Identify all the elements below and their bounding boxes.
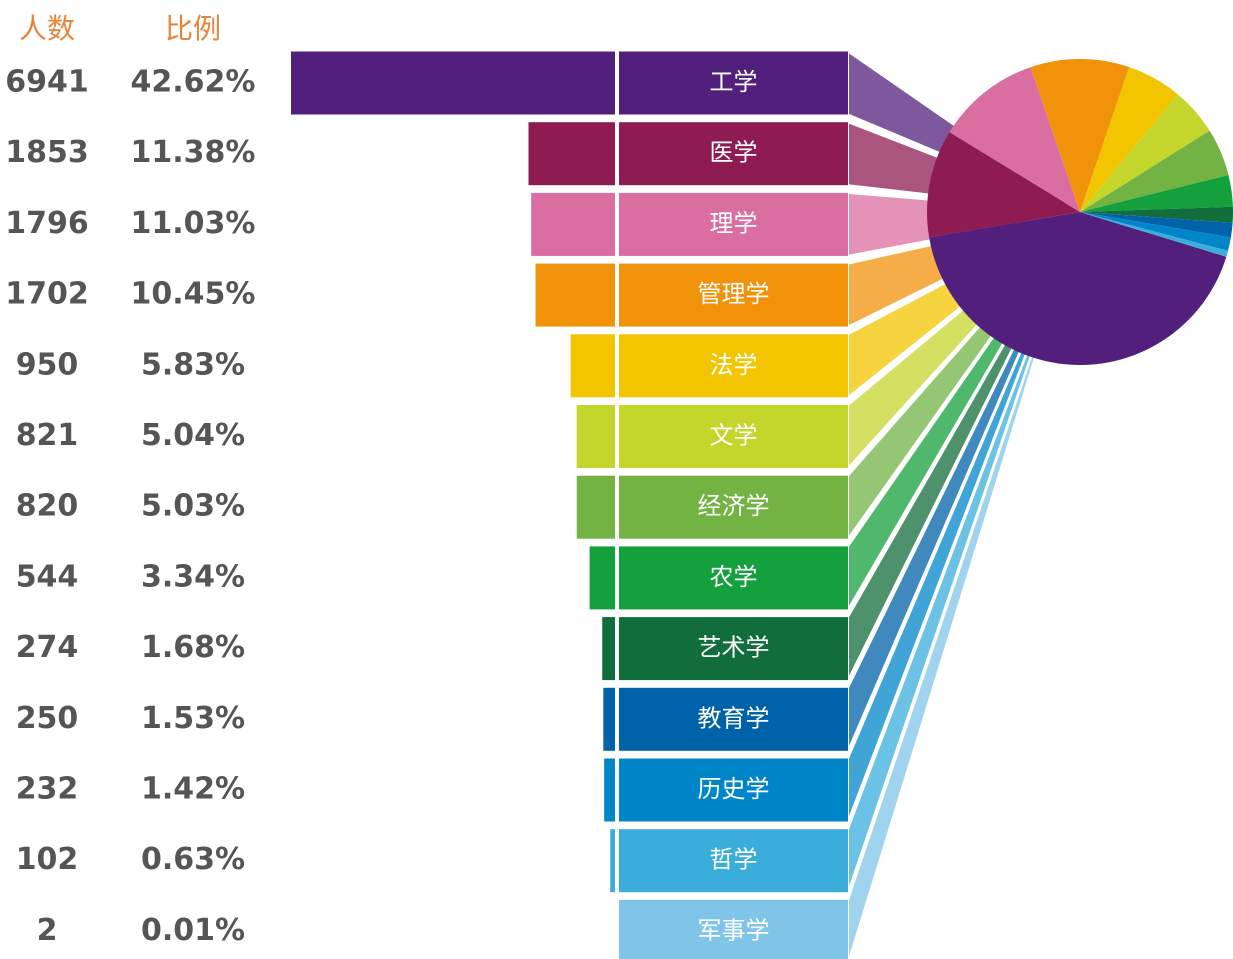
pie-slice [1080,206,1233,223]
category-box [619,192,848,256]
category-box [619,122,848,186]
category-box [619,334,848,398]
category-box [619,758,848,822]
percent-label: 5.04% [141,418,245,453]
category-box [619,475,848,539]
count-label: 1796 [5,206,89,241]
percent-label: 42.62% [131,65,256,100]
pie-slice [926,132,1080,238]
count-label: 544 [16,559,79,594]
count-label: 821 [16,418,79,453]
category-label: 艺术学 [698,634,770,662]
category-box [619,546,848,610]
pie [926,58,1233,365]
pie-slice [929,212,1227,365]
bar [576,475,615,539]
category-label: 医学 [710,139,758,167]
category-box [619,617,848,681]
percent-label: 11.03% [131,206,256,241]
pie-slice [1080,212,1231,251]
category-label: 农学 [710,563,758,591]
pie-slice [1080,212,1233,238]
bar [604,758,615,822]
count-label: 1853 [5,135,89,170]
category-box [619,899,848,959]
percent-label: 3.34% [141,559,245,594]
category-label: 哲学 [710,846,758,874]
bar [589,546,615,610]
percent-label: 5.83% [141,347,245,382]
category-box [619,405,848,468]
percent-label: 0.63% [141,842,245,877]
pie-slice [1080,212,1228,257]
percent-label: 1.53% [141,701,245,736]
header-percent: 比例 [165,12,221,45]
category-label: 历史学 [698,775,770,803]
bar [535,263,615,327]
category-box [619,51,848,115]
bar [570,334,615,398]
pie-slice [1080,67,1178,212]
percent-label: 11.38% [131,135,256,170]
header-count: 人数 [19,12,75,45]
bar [528,122,615,186]
category-label: 军事学 [698,916,770,944]
count-label: 820 [16,489,79,524]
pie-slice [1080,212,1227,257]
count-label: 102 [16,842,79,877]
count-label: 250 [16,701,79,736]
category-label: 理学 [710,209,758,237]
category-box [619,829,848,893]
count-label: 950 [16,347,79,382]
count-label: 2 [37,913,58,948]
bar [610,829,615,893]
bar [576,405,615,468]
bar [291,51,615,115]
category-label: 工学 [710,68,758,96]
category-label: 教育学 [698,704,770,732]
pie-slice [949,67,1080,212]
pie-slice [1030,58,1130,212]
category-label: 法学 [710,351,758,379]
pie-slice [1080,174,1233,212]
count-label: 6941 [5,65,89,100]
bar [602,617,615,681]
bar [603,687,615,751]
category-box [619,263,848,327]
category-box [619,687,848,751]
count-label: 232 [16,772,79,807]
category-label: 管理学 [698,280,770,308]
bars: 6941 42.62% 工学 1853 11.38% 医学 1796 11.03% 理学 1702… [5,51,848,959]
count-label: 274 [16,630,79,665]
pie-slice [1080,94,1210,212]
percent-label: 5.03% [141,489,245,524]
pie-slice [1080,130,1229,212]
category-label: 经济学 [698,492,770,520]
bar [531,192,615,256]
count-label: 1702 [5,277,89,312]
percent-label: 1.68% [141,630,245,665]
category-label: 文学 [710,422,758,450]
percent-label: 1.42% [141,772,245,807]
percent-label: 10.45% [131,277,256,312]
percent-label: 0.01% [141,913,245,948]
